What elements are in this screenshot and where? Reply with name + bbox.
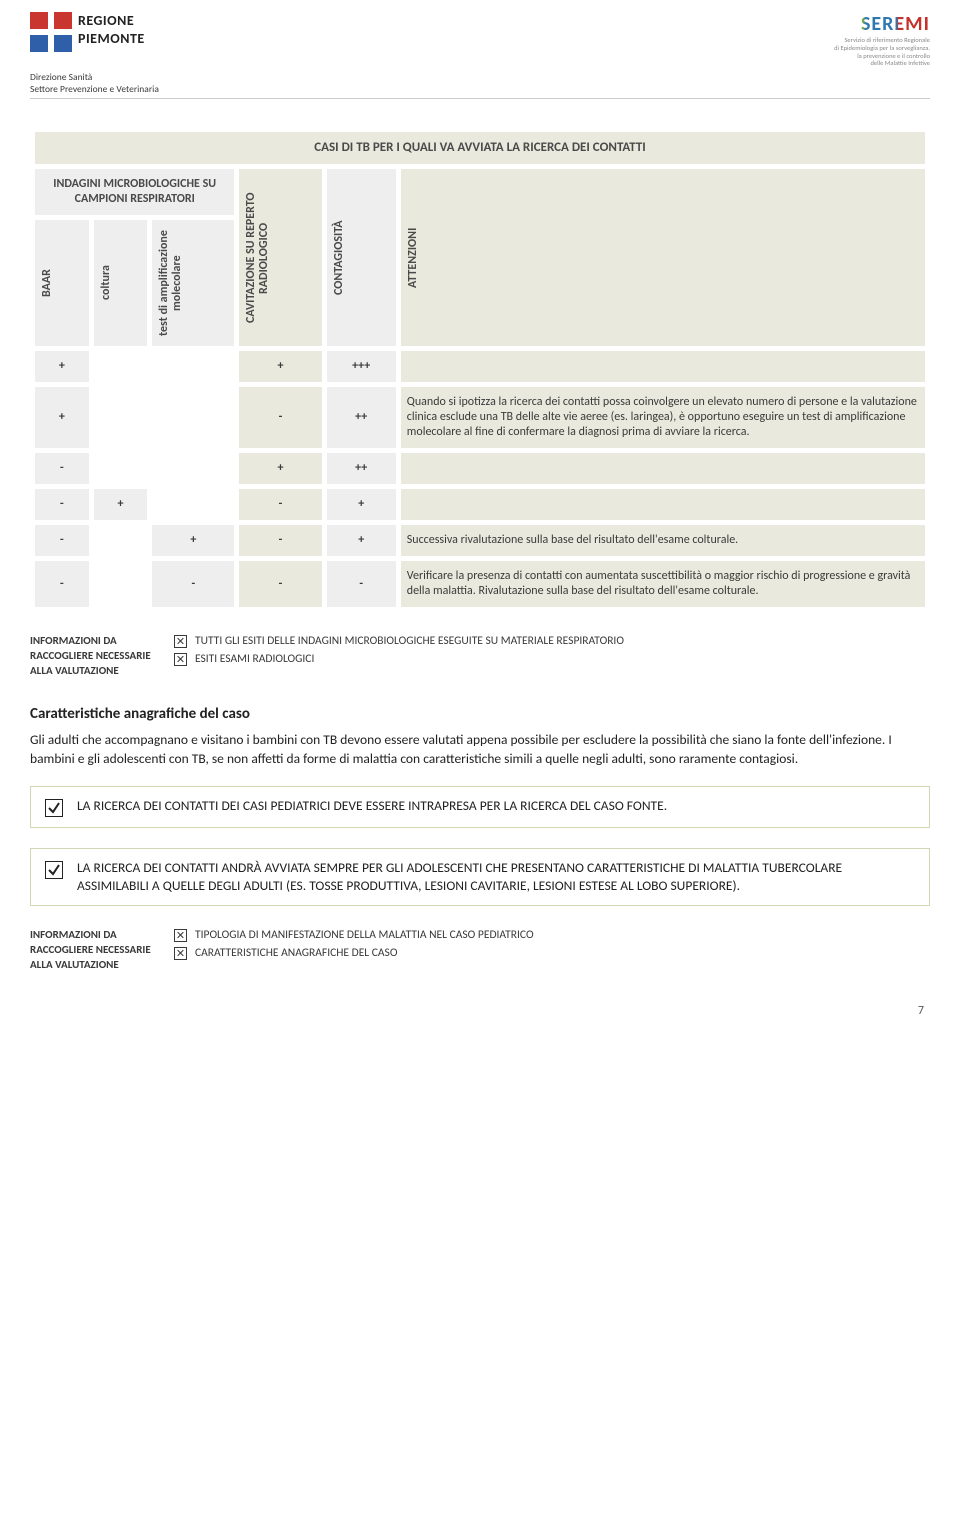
checkbox-x-icon: ✕ — [174, 947, 187, 960]
header-left: REGIONE PIEMONTE — [30, 12, 145, 52]
seremi-sub4: delle Malattie Infettive — [834, 60, 930, 68]
col-attenzioni: ATTENZIONI — [401, 169, 925, 346]
col-cavitazione: CAVITAZIONE SU REPERTO RADIOLOGICO — [239, 169, 321, 346]
table-row: - - - - Verificare la presenza di contat… — [35, 561, 925, 607]
info2-label: INFORMAZIONI DA RACCOGLIERE NECESSARIE A… — [30, 928, 160, 973]
seremi-logo: SEREMI — [834, 12, 930, 37]
col-coltura: coltura — [94, 220, 148, 346]
callout-1: LA RICERCA DEI CONTATTI DEI CASI PEDIATR… — [30, 786, 930, 828]
table-row: - + - + — [35, 489, 925, 520]
checkbox-x-icon: ✕ — [174, 929, 187, 942]
direzione-label: Direzione Sanità — [30, 72, 930, 84]
check-icon — [45, 799, 63, 817]
info1-item: ✕ TUTTI GLI ESITI DELLE INDAGINI MICROBI… — [174, 634, 930, 648]
col-test: test di amplificazione molecolare — [152, 220, 234, 346]
table-row: - + ++ — [35, 453, 925, 484]
section-heading: Caratteristiche anagrafiche del caso — [30, 705, 930, 724]
region-name-1: REGIONE — [78, 12, 145, 30]
header-right: SEREMI Servizio di riferimento Regionale… — [834, 12, 930, 68]
header-separator — [30, 98, 930, 99]
page-header: REGIONE PIEMONTE SEREMI Servizio di rife… — [30, 0, 930, 72]
info1-item: ✕ ESITI ESAMI RADIOLOGICI — [174, 652, 930, 666]
check-icon — [45, 861, 63, 879]
checkbox-x-icon: ✕ — [174, 653, 187, 666]
col-baar: BAAR — [35, 220, 89, 346]
settore-label: Settore Prevenzione e Veterinaria — [30, 84, 930, 96]
table-row: + + +++ — [35, 351, 925, 382]
region-name-2: PIEMONTE — [78, 30, 145, 48]
table-title: CASI DI TB PER I QUALI VA AVVIATA LA RIC… — [35, 132, 925, 164]
table-row: + - ++ Quando si ipotizza la ricerca dei… — [35, 387, 925, 448]
tb-case-table: CASI DI TB PER I QUALI VA AVVIATA LA RIC… — [30, 127, 930, 612]
section-paragraph: Gli adulti che accompagnano e visitano i… — [30, 731, 930, 767]
callout-1-text: LA RICERCA DEI CONTATTI DEI CASI PEDIATR… — [77, 797, 667, 815]
table-row: - + - + Successiva rivalutazione sulla b… — [35, 525, 925, 556]
callout-2: LA RICERCA DEI CONTATTI ANDRÀ AVVIATA SE… — [30, 848, 930, 906]
microbio-header: INDAGINI MICROBIOLOGICHE SU CAMPIONI RES… — [35, 169, 234, 215]
callout-2-text: LA RICERCA DEI CONTATTI ANDRÀ AVVIATA SE… — [77, 859, 915, 895]
info1-label: INFORMAZIONI DA RACCOGLIERE NECESSARIE A… — [30, 634, 160, 679]
info-block-2: INFORMAZIONI DA RACCOGLIERE NECESSARIE A… — [30, 928, 930, 973]
info-block-1: INFORMAZIONI DA RACCOGLIERE NECESSARIE A… — [30, 634, 930, 679]
col-contagiosita: CONTAGIOSITÀ — [327, 169, 396, 346]
page-number: 7 — [918, 1004, 924, 1019]
region-logo-icon — [30, 12, 72, 52]
checkbox-x-icon: ✕ — [174, 635, 187, 648]
info2-item: ✕ CARATTERISTICHE ANAGRAFICHE DEL CASO — [174, 946, 930, 960]
info2-item: ✕ TIPOLOGIA DI MANIFESTAZIONE DELLA MALA… — [174, 928, 930, 942]
